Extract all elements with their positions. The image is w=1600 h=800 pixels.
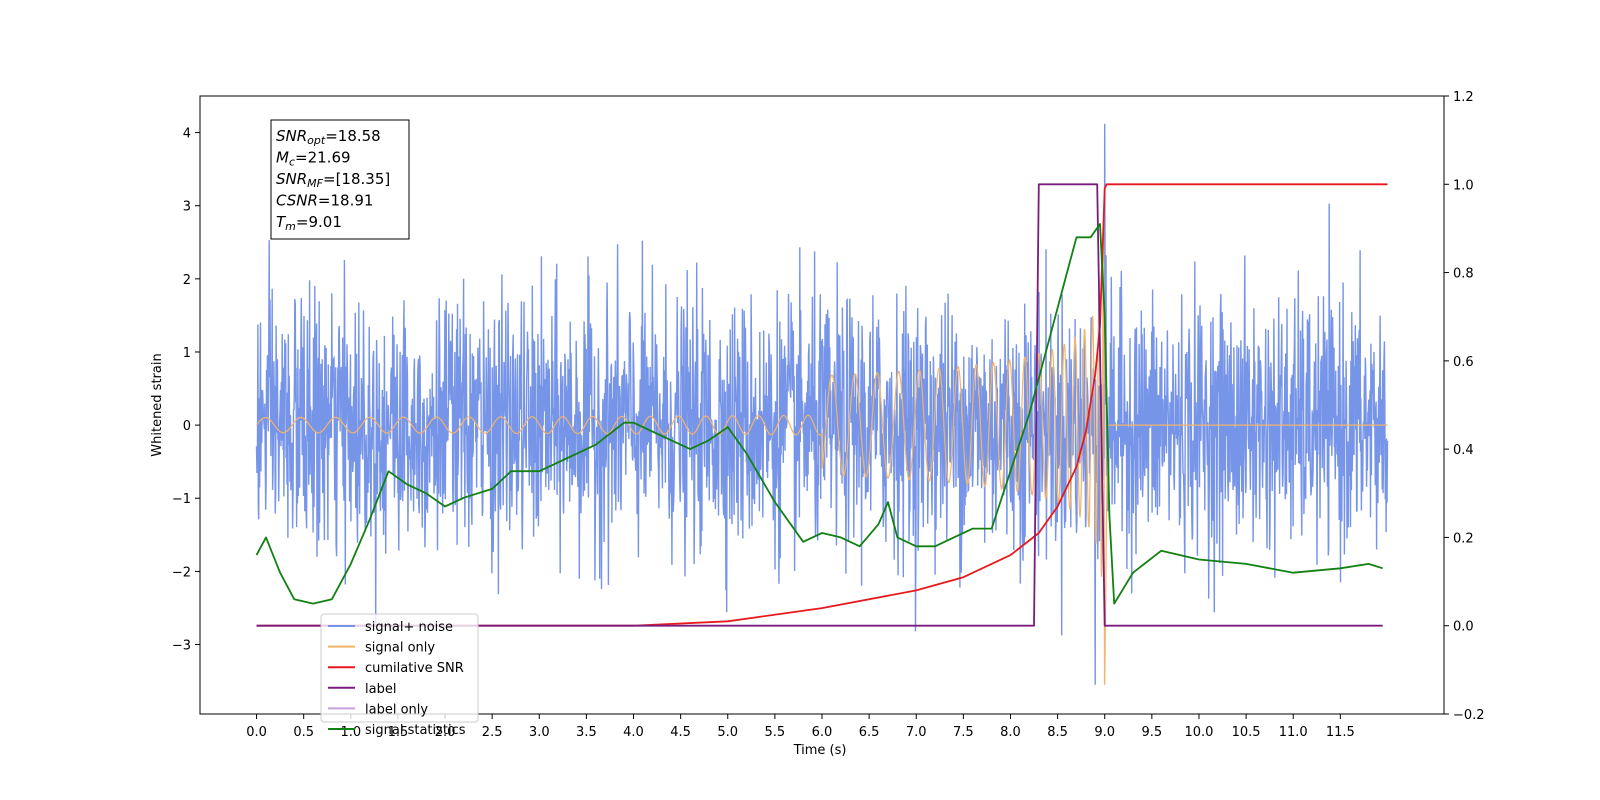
x-tick-label: 0.5: [293, 725, 314, 740]
x-tick-label: 1.5: [388, 725, 409, 740]
x-tick-label: 6.0: [812, 725, 833, 740]
y-left-tick-label: 0: [183, 419, 191, 434]
annotation-line: CSNR=18.91: [276, 192, 373, 210]
legend-label: signal+ noise: [365, 620, 453, 635]
x-tick-label: 9.5: [1142, 725, 1163, 740]
x-tick-label: 9.0: [1094, 725, 1115, 740]
legend-label: label only: [365, 702, 428, 717]
y-axis-right-ticks: −0.2 0.0 0.2 0.4 0.6 0.8 1.0 1.2: [1444, 90, 1485, 723]
y-right-tick-label: −0.2: [1453, 708, 1485, 723]
legend-label: cumilative SNR: [365, 661, 464, 676]
legend-label: label: [365, 682, 396, 697]
y-left-tick-label: 2: [183, 273, 191, 288]
x-tick-label: 7.0: [906, 725, 927, 740]
y-right-tick-label: 0.6: [1453, 355, 1474, 370]
series-line-signal-statistics: [255, 223, 1383, 605]
y-right-tick-label: 0.2: [1453, 531, 1474, 546]
legend-label: signal statistics: [365, 723, 466, 738]
x-tick-label: 7.5: [953, 725, 974, 740]
x-tick-label: 6.5: [859, 725, 880, 740]
y-right-tick-label: 0.0: [1453, 620, 1474, 635]
x-tick-label: 10.0: [1184, 725, 1213, 740]
legend: signal+ noise signal only cumilative SNR la…: [320, 613, 479, 738]
y-axis-left-ticks: −3 −2 −1 0 1 2 3 4: [172, 127, 200, 654]
x-tick-label: 1.0: [340, 725, 361, 740]
y-left-tick-label: 1: [183, 346, 191, 361]
y-left-tick-label: −1: [172, 492, 191, 507]
y-axis-label: Whitened strain: [150, 353, 165, 456]
y-left-tick-label: −2: [172, 565, 191, 580]
series-line-signal-only: [256, 235, 1388, 685]
x-tick-label: 0.0: [246, 725, 267, 740]
x-tick-label: 5.5: [765, 725, 786, 740]
series-line-signal-noise: [255, 123, 1389, 685]
x-tick-label: 5.0: [717, 725, 738, 740]
x-tick-label: 2.5: [482, 725, 503, 740]
y-left-tick-label: 4: [183, 127, 191, 142]
y-right-tick-label: 0.8: [1453, 267, 1474, 282]
annotation-line: Mc=21.69: [276, 149, 351, 169]
annotation-line: Tm=9.01: [276, 213, 342, 233]
x-tick-label: 11.5: [1326, 725, 1355, 740]
legend-frame: [320, 613, 479, 723]
y-left-tick-label: 3: [183, 200, 191, 215]
x-tick-label: 10.5: [1232, 725, 1261, 740]
plot-series-layer: [255, 123, 1389, 685]
series-line-label: [256, 183, 1383, 627]
x-tick-label: 8.0: [1000, 725, 1021, 740]
y-right-tick-label: 0.4: [1453, 443, 1474, 458]
x-tick-label: 4.5: [670, 725, 691, 740]
x-axis-ticks: 0.0 0.5 1.0 1.5 2.0 2.5 3.0 3.5 4.0 4.5 5.0 5.5 6.0 6…: [246, 714, 1355, 740]
x-tick-label: 2.0: [435, 725, 456, 740]
y-right-tick-label: 1.0: [1453, 178, 1474, 193]
y-right-tick-label: 1.2: [1453, 90, 1474, 105]
annotation-line: SNRMF=[18.35]: [276, 170, 390, 190]
legend-label: signal only: [365, 641, 435, 656]
x-tick-label: 3.0: [529, 725, 550, 740]
y-left-tick-label: −3: [172, 639, 191, 654]
annotation-line: SNRopt=18.58: [276, 127, 381, 147]
x-axis-label: Time (s): [793, 743, 847, 758]
x-tick-label: 11.0: [1279, 725, 1308, 740]
x-tick-label: 8.5: [1047, 725, 1068, 740]
x-tick-label: 3.5: [576, 725, 597, 740]
x-tick-label: 4.0: [623, 725, 644, 740]
